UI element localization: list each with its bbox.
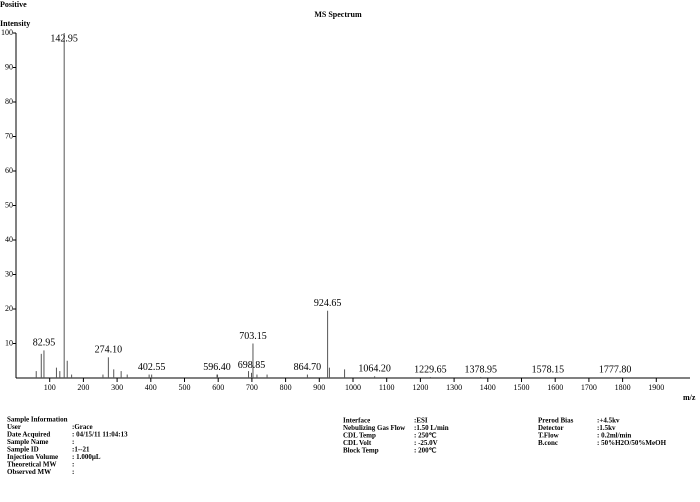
y-tick-label: 90 — [5, 62, 13, 71]
y-tick-label: 20 — [5, 304, 13, 313]
x-tick-label: 900 — [313, 383, 325, 392]
x-tick-label: 500 — [179, 383, 191, 392]
x-tick-label: 1800 — [615, 383, 631, 392]
info-key: Block Temp — [343, 447, 379, 455]
info-value: :1.5kv — [597, 424, 616, 432]
peak-label: 142.95 — [50, 33, 78, 44]
x-tick-label: 600 — [212, 383, 224, 392]
y-tick-label: 10 — [5, 338, 13, 347]
x-tick-label: 100 — [44, 383, 56, 392]
x-tick-label: 1900 — [648, 383, 664, 392]
info-key: Injection Volume — [7, 453, 58, 461]
x-tick-label: 1100 — [379, 383, 395, 392]
x-tick-label: 1700 — [581, 383, 597, 392]
y-tick-label: 50 — [5, 200, 13, 209]
peak-label: 274.10 — [95, 345, 123, 356]
y-tick-label: 30 — [5, 269, 13, 278]
mode-label: Positive — [0, 0, 27, 9]
info-key: Sample ID — [7, 446, 39, 454]
info-value: :ESI — [414, 417, 428, 425]
info-value: :1--21 — [72, 446, 90, 454]
y-tick-label: 40 — [5, 235, 13, 244]
info-value: : — [72, 461, 74, 469]
info-title: Sample Information — [7, 416, 68, 424]
peak-label: 1064.20 — [358, 364, 391, 375]
info-key: Nebulizing Gas Flow — [343, 424, 406, 432]
info-value: : -25.0V — [414, 439, 438, 447]
info-key: B.conc — [538, 439, 558, 447]
peak-label: 924.65 — [314, 298, 342, 309]
x-tick-label: 1300 — [446, 383, 462, 392]
x-tick-label: 800 — [280, 383, 292, 392]
y-tick-label: 100 — [1, 28, 13, 37]
chart-title: MS Spectrum — [314, 10, 362, 19]
info-key: Observed MW — [7, 468, 51, 476]
x-tick-label: 300 — [111, 383, 123, 392]
peak-label: 1578.15 — [532, 365, 565, 376]
x-axis-title: m/z — [683, 393, 696, 402]
x-tick-label: 1200 — [412, 383, 428, 392]
info-value: :+4.5kv — [597, 417, 620, 425]
x-tick-label: 1400 — [480, 383, 496, 392]
info-key: T.Flow — [538, 432, 560, 440]
info-value: : 50%H2O/50%MeOH — [597, 439, 667, 447]
info-key: Theoretical MW — [7, 461, 56, 469]
x-tick-label: 200 — [77, 383, 89, 392]
peak-label: 82.95 — [33, 338, 56, 349]
peak-label: 698.85 — [238, 360, 266, 371]
x-tick-label: 700 — [246, 383, 258, 392]
x-tick-label: 1000 — [345, 383, 361, 392]
peak-label: 703.15 — [239, 331, 267, 342]
info-value: : 0.2ml/min — [597, 432, 631, 440]
y-tick-label: 60 — [5, 166, 13, 175]
info-value: : 200℃ — [414, 447, 437, 455]
info-key: Date Acquired — [7, 431, 50, 439]
peak-label: 864.70 — [294, 362, 322, 373]
info-key: Interface — [343, 417, 370, 425]
info-value: : — [72, 438, 74, 446]
peak-label: 1777.80 — [599, 365, 632, 376]
info-value: : 1.000µL — [72, 453, 101, 461]
y-tick-label: 80 — [5, 97, 13, 106]
y-tick-label: 70 — [5, 131, 13, 140]
info-key: CDL Volt — [343, 439, 372, 447]
info-value: : 250℃ — [414, 432, 437, 440]
x-tick-label: 1500 — [514, 383, 530, 392]
peak-label: 1229.65 — [414, 364, 447, 375]
info-key: Sample Name — [7, 438, 48, 446]
peak-label: 402.55 — [138, 362, 166, 373]
peak-label: 1378.95 — [464, 364, 497, 375]
info-key: Detector — [538, 424, 564, 432]
info-value: : — [72, 468, 74, 476]
peak-label: 596.40 — [203, 362, 231, 373]
y-axis-title: Intensity — [0, 19, 30, 28]
info-key: CDL Temp — [343, 432, 376, 440]
info-key: User — [7, 423, 21, 431]
info-key: Prerod Bias — [538, 417, 574, 425]
info-value: :Grace — [72, 423, 93, 431]
x-tick-label: 1600 — [547, 383, 563, 392]
x-tick-label: 400 — [145, 383, 157, 392]
info-value: :1.50 L/min — [414, 424, 449, 432]
info-value: : 04/15/11 11:04:13 — [72, 431, 128, 439]
